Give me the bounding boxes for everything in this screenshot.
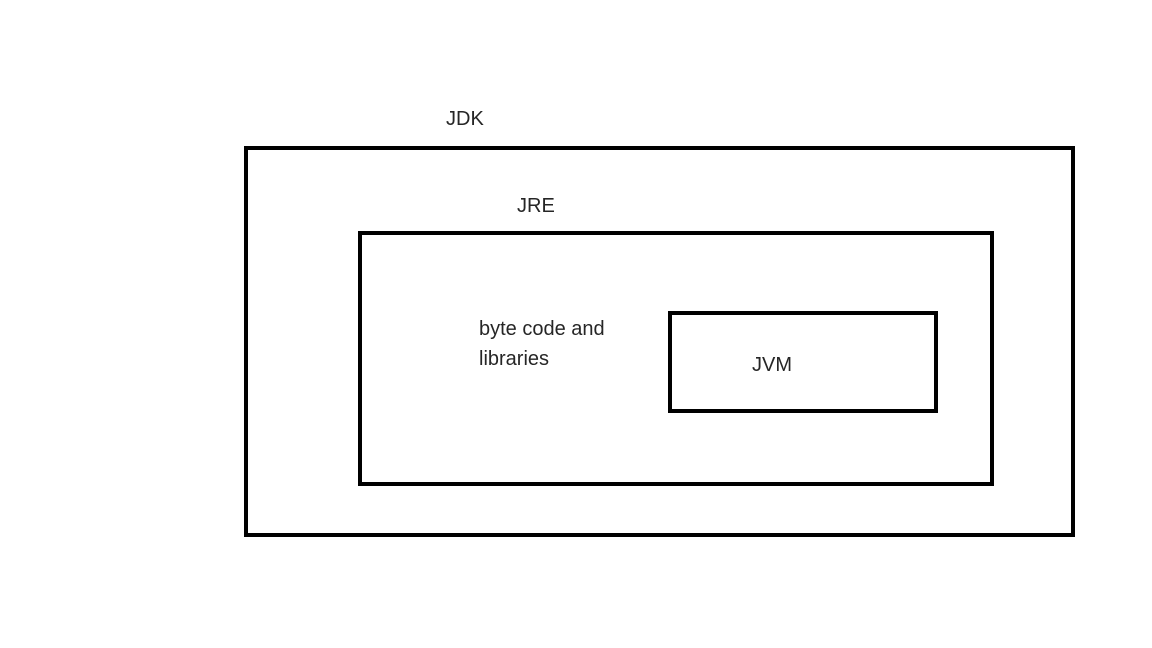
jre-box <box>358 231 994 486</box>
bytecode-libraries-label: byte code and libraries <box>479 314 605 374</box>
jdk-label: JDK <box>446 108 484 130</box>
bytecode-line-1: byte code and <box>479 318 605 340</box>
bytecode-line-2: libraries <box>479 348 550 370</box>
jdk-box <box>244 146 1075 537</box>
jvm-box <box>668 311 938 413</box>
jvm-label: JVM <box>752 354 792 376</box>
jre-label: JRE <box>517 195 555 217</box>
